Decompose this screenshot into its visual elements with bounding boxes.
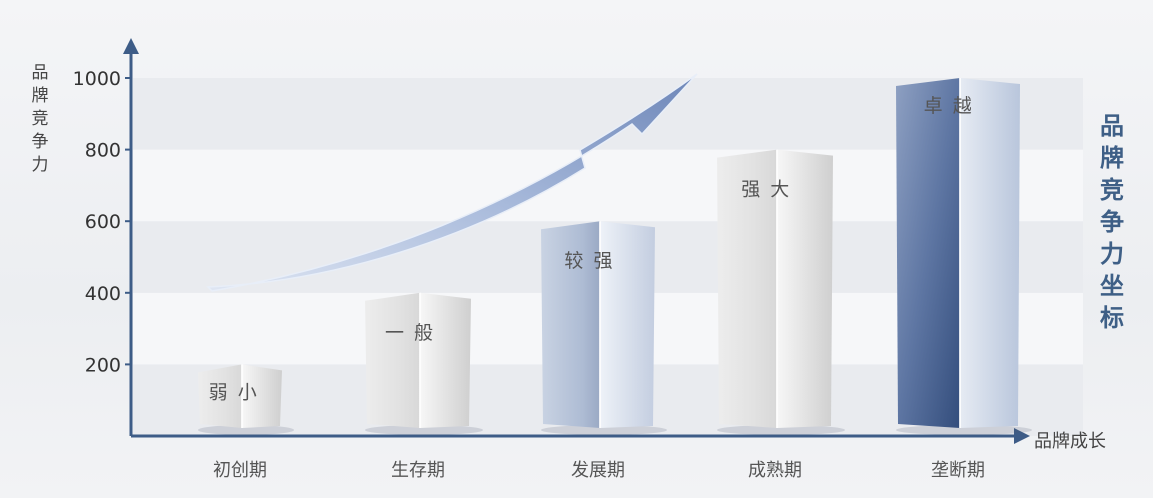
x-tick-label: 发展期 bbox=[571, 460, 625, 481]
bar-shadow bbox=[198, 425, 294, 435]
growth-arrow-shape bbox=[206, 73, 698, 292]
bar-label: 一 般 bbox=[385, 322, 435, 344]
x-tick-label: 初创期 bbox=[213, 460, 267, 481]
y-axis-arrowhead bbox=[123, 38, 139, 54]
bar bbox=[198, 364, 294, 435]
side-title: 品牌竞争力坐标 bbox=[1100, 112, 1124, 332]
x-tick-label: 生存期 bbox=[391, 460, 445, 481]
bar-side-face bbox=[242, 364, 282, 428]
x-tick-label: 垄断期 bbox=[931, 460, 985, 481]
bar-shadow bbox=[896, 425, 1032, 435]
y-tick-label: 600 bbox=[85, 211, 121, 233]
bars bbox=[198, 78, 1032, 435]
y-axis-label: 品牌竞争力 bbox=[31, 63, 49, 175]
bar-label: 弱 小 bbox=[209, 381, 259, 403]
y-tick-label: 800 bbox=[85, 140, 121, 162]
y-tick-label: 400 bbox=[85, 283, 121, 305]
bar-shadow bbox=[717, 425, 845, 435]
bar-label: 卓 越 bbox=[924, 95, 974, 117]
bar-side-face bbox=[960, 78, 1020, 428]
x-axis-label: 品牌成长 bbox=[1034, 431, 1106, 452]
bar bbox=[541, 221, 667, 435]
bar-side-face bbox=[600, 221, 655, 428]
bar bbox=[896, 78, 1032, 435]
bar-label: 强 大 bbox=[741, 179, 791, 201]
bar-front-face bbox=[541, 221, 600, 428]
bar bbox=[365, 292, 483, 435]
bar bbox=[717, 149, 845, 435]
x-axis-arrowhead bbox=[1014, 428, 1030, 444]
bar-front-face bbox=[365, 292, 420, 428]
bar-shadow bbox=[541, 425, 667, 435]
bar-side-face bbox=[777, 149, 833, 428]
x-tick-label: 成熟期 bbox=[748, 460, 802, 481]
bar-front-face bbox=[198, 364, 242, 428]
bar-side-face bbox=[420, 292, 471, 428]
axes bbox=[123, 38, 1030, 444]
growth-arrow bbox=[206, 73, 698, 292]
bar-label: 较 强 bbox=[564, 250, 614, 272]
bar-front-face bbox=[717, 149, 777, 428]
bar-front-face bbox=[896, 78, 960, 428]
y-tick-label: 1000 bbox=[73, 68, 121, 90]
y-tick-label: 200 bbox=[85, 354, 121, 376]
bar-shadow bbox=[365, 425, 483, 435]
